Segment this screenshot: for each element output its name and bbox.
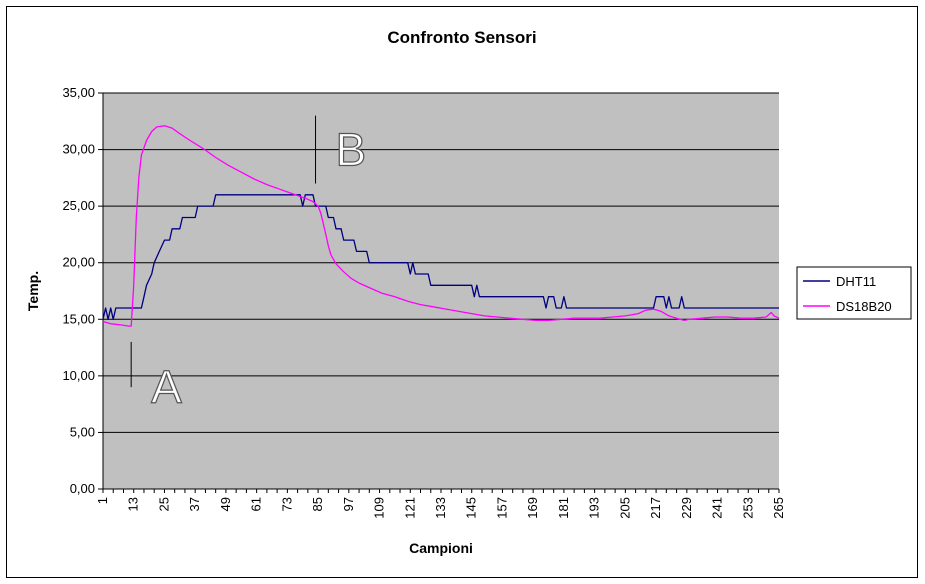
y-tick-label: 20,00 — [62, 255, 95, 270]
x-tick-label: 193 — [587, 497, 602, 519]
y-tick-label: 0,00 — [70, 481, 95, 496]
x-tick-label: 73 — [279, 497, 294, 511]
y-tick-label: 25,00 — [62, 198, 95, 213]
plot-area — [103, 93, 779, 489]
x-tick-label: 253 — [740, 497, 755, 519]
x-tick-label: 205 — [617, 497, 632, 519]
legend: DHT11 DS18B20 — [796, 266, 912, 320]
x-tick-label: 109 — [372, 497, 387, 519]
x-axis-ticks: 1 13 25 37 49 61 73 85 97 109 121 133 145 157 169 181 19… — [95, 489, 786, 519]
x-tick-label: 241 — [710, 497, 725, 519]
series-line-dht11 — [102, 194, 779, 320]
chart-title: Confronto Sensori — [387, 28, 536, 47]
x-tick-label: 265 — [771, 497, 786, 519]
series-layer — [102, 125, 780, 327]
series-line-ds18b20 — [102, 125, 780, 327]
x-tick-label: 145 — [464, 497, 479, 519]
x-tick-label: 25 — [156, 497, 171, 511]
x-tick-label: 217 — [648, 497, 663, 519]
y-tick-label: 15,00 — [62, 311, 95, 326]
legend-label-ds18b20: DS18B20 — [836, 299, 892, 314]
legend-box — [796, 266, 912, 320]
y-tick-label: 35,00 — [62, 85, 95, 100]
x-tick-label: 133 — [433, 497, 448, 519]
x-tick-label: 181 — [556, 497, 571, 519]
annotation-label-b: B — [336, 124, 367, 176]
x-tick-label: 121 — [402, 497, 417, 519]
annotation-label-a: A — [151, 361, 182, 413]
x-axis-label: Campioni — [409, 540, 473, 556]
x-tick-label: 61 — [249, 497, 264, 511]
x-tick-label: 157 — [494, 497, 509, 519]
y-tick-label: 5,00 — [70, 424, 95, 439]
y-axis-label: Temp. — [25, 271, 41, 311]
y-tick-label: 30,00 — [62, 142, 95, 157]
x-tick-label: 37 — [187, 497, 202, 511]
x-tick-label: 1 — [95, 497, 110, 504]
x-tick-label: 49 — [218, 497, 233, 511]
annotations: AB — [130, 115, 367, 414]
y-axis-ticks: 0,00 5,00 10,00 15,00 20,00 25,00 30,00 35,00 — [62, 85, 103, 496]
x-tick-label: 229 — [679, 497, 694, 519]
x-tick-label: 169 — [525, 497, 540, 519]
x-tick-label: 85 — [310, 497, 325, 511]
x-tick-label: 97 — [341, 497, 356, 511]
legend-label-dht11: DHT11 — [836, 274, 876, 289]
y-tick-label: 10,00 — [62, 368, 95, 383]
x-tick-label: 13 — [126, 497, 141, 511]
